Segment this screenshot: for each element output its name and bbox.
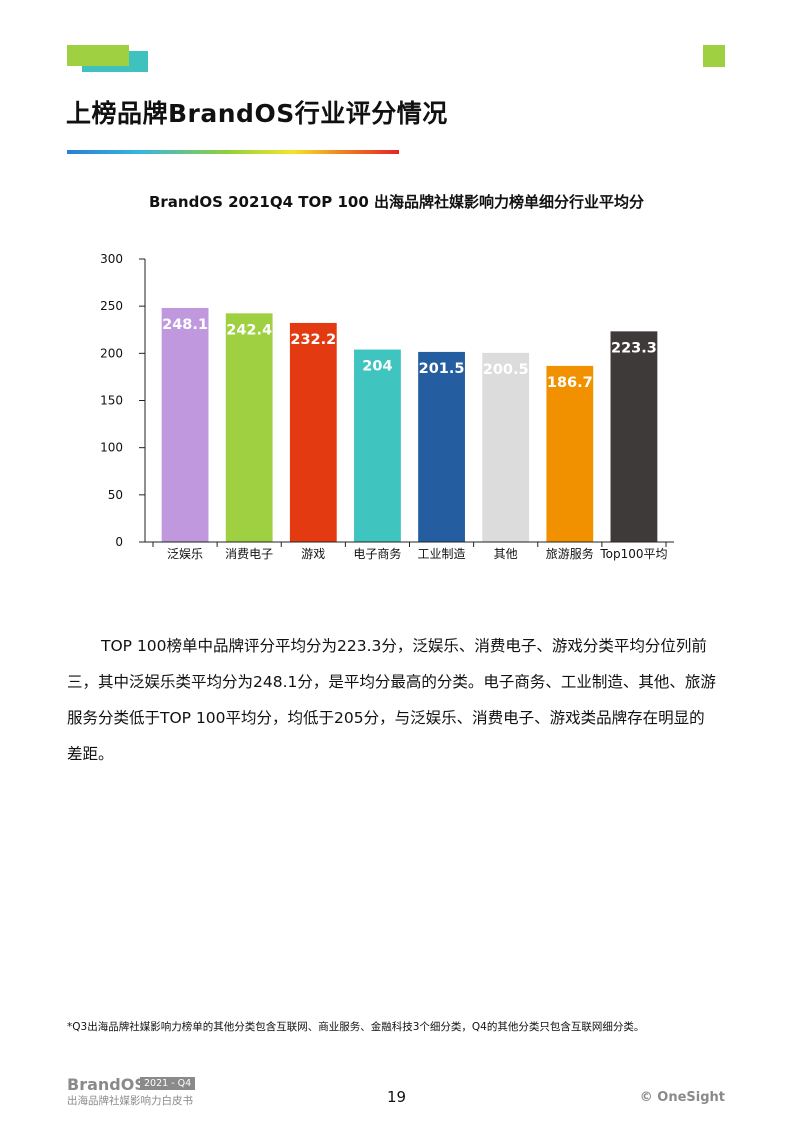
bars bbox=[161, 307, 658, 542]
header-accent-green-block bbox=[67, 45, 129, 66]
footer-edition-badge: 2021 - Q4 bbox=[140, 1077, 196, 1090]
data-label: 248.1 bbox=[162, 317, 208, 333]
x-tick-label: Top100平均 bbox=[599, 547, 667, 561]
y-tick-label: 250 bbox=[100, 299, 123, 313]
x-tick-label: 电子商务 bbox=[353, 546, 401, 561]
bar bbox=[354, 349, 401, 542]
chart-title: BrandOS 2021Q4 TOP 100 出海品牌社媒影响力榜单细分行业平均… bbox=[148, 193, 645, 211]
y-tick-label: 50 bbox=[108, 488, 123, 502]
bar bbox=[225, 313, 273, 542]
y-tick-label: 150 bbox=[100, 394, 123, 408]
y-axis: 0 50 100 150 200 250 300 bbox=[100, 252, 146, 549]
y-tick-label: 0 bbox=[115, 535, 123, 549]
corner-accent-green-block bbox=[703, 45, 725, 67]
x-tick-label: 游戏 bbox=[301, 547, 325, 561]
body-paragraph: TOP 100榜单中品牌评分平均分为223.3分，泛娱乐、消费电子、游戏分类平均… bbox=[67, 637, 716, 763]
x-tick-label: 旅游服务 bbox=[546, 546, 594, 561]
data-label: 201.5 bbox=[419, 361, 465, 377]
footnote: *Q3出海品牌社媒影响力榜单的其他分类包含互联网、商业服务、金融科技3个细分类，… bbox=[67, 1021, 645, 1033]
bar bbox=[289, 322, 337, 542]
footer-copyright: © OneSight bbox=[639, 1090, 725, 1105]
bar bbox=[418, 351, 465, 542]
x-tick-label: 泛娱乐 bbox=[167, 547, 203, 561]
footer-brand-logo: BrandOS bbox=[67, 1075, 146, 1094]
value-labels: 248.1 242.4 232.2 204 201.5 200.5 186.7 223.3 bbox=[162, 317, 657, 391]
x-tick-label: 其他 bbox=[494, 547, 518, 561]
title-gradient-rule bbox=[67, 150, 399, 154]
y-tick-label: 200 bbox=[100, 346, 123, 360]
data-label: 242.4 bbox=[226, 322, 272, 338]
bar bbox=[161, 307, 209, 542]
x-tick-label: 工业制造 bbox=[418, 547, 466, 561]
data-label: 223.3 bbox=[611, 340, 657, 356]
data-label: 204 bbox=[362, 359, 392, 375]
x-axis: 泛娱乐 消费电子 游戏 电子商务 工业制造 其他 旅游服务 Top100平均 bbox=[145, 541, 674, 561]
data-label: 186.7 bbox=[547, 375, 593, 391]
y-tick-label: 100 bbox=[100, 441, 123, 455]
data-label: 200.5 bbox=[483, 362, 529, 378]
page-title: 上榜品牌BrandOS行业评分情况 bbox=[66, 99, 448, 128]
x-tick-label: 消费电子 bbox=[225, 547, 273, 561]
bar bbox=[546, 365, 594, 542]
bar bbox=[610, 331, 658, 542]
data-label: 232.2 bbox=[290, 332, 336, 348]
page-number: 19 bbox=[386, 1088, 407, 1106]
y-tick-label: 300 bbox=[100, 252, 123, 266]
bar bbox=[482, 352, 530, 542]
industry-score-bar-chart: 0 50 100 150 200 250 300 248.1 242.4 232.2 204 201… bbox=[100, 252, 674, 561]
footer-subtitle: 出海品牌社媒影响力白皮书 bbox=[67, 1095, 193, 1107]
